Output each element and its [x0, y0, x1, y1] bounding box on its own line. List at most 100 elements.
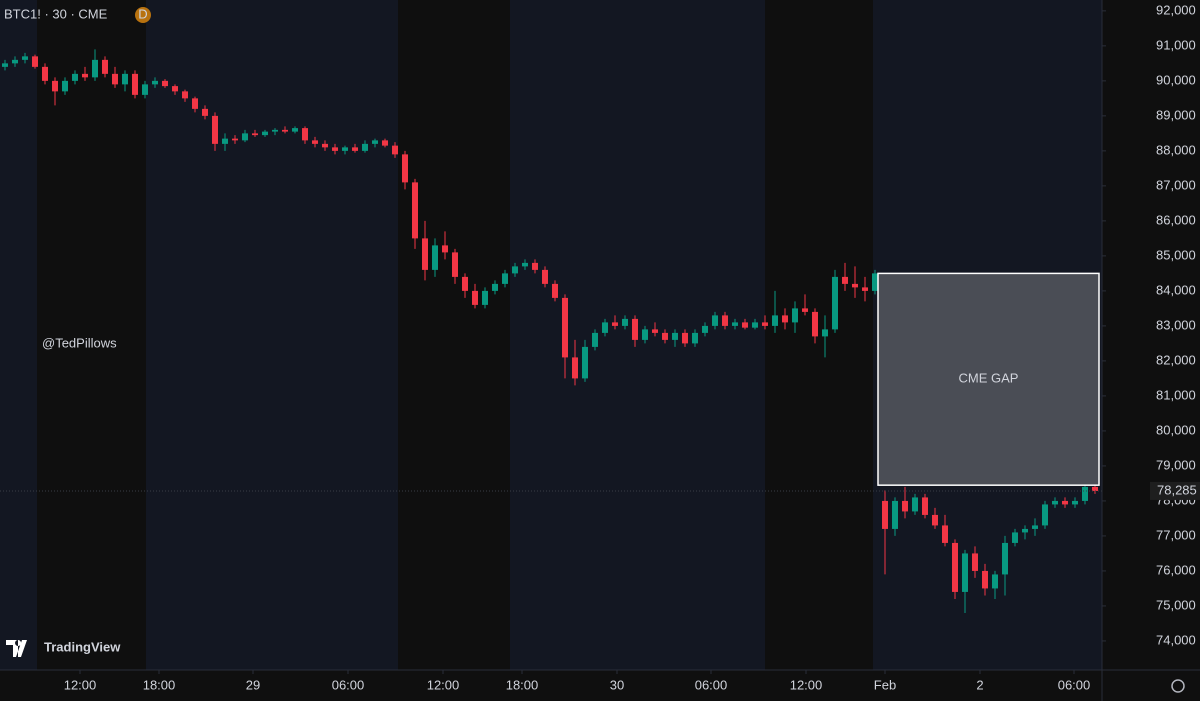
candle-body — [272, 129, 278, 132]
candle-body — [162, 80, 168, 87]
candle-body — [412, 182, 418, 239]
y-tick-label: 91,000 — [1156, 37, 1196, 52]
candle-body — [1002, 542, 1008, 575]
candle-body — [602, 322, 608, 333]
candle-body — [1052, 500, 1058, 505]
candle-body — [712, 315, 718, 326]
candle-body — [842, 276, 848, 284]
candle-body — [372, 140, 378, 144]
candle-body — [442, 245, 448, 253]
candle-body — [512, 266, 518, 274]
x-tick-label: 2 — [976, 677, 983, 692]
last-price-box — [1150, 481, 1200, 500]
candle-body — [772, 315, 778, 326]
session-band — [146, 0, 398, 670]
candle-body — [812, 311, 818, 337]
candle-body — [222, 138, 228, 144]
candle-body — [502, 273, 508, 284]
candle-body — [542, 269, 548, 284]
candle-body — [2, 63, 8, 67]
candle-body — [392, 145, 398, 155]
candle-body — [352, 147, 358, 151]
candle-body — [192, 98, 198, 109]
candle-body — [912, 497, 918, 512]
candle-body — [62, 80, 68, 92]
candle-body — [22, 56, 28, 60]
candle-body — [112, 73, 118, 85]
y-tick-label: 81,000 — [1156, 387, 1196, 402]
candle-body — [92, 59, 98, 78]
x-tick-label: 30 — [610, 677, 624, 692]
candle-body — [882, 500, 888, 529]
candle-body — [522, 262, 528, 267]
candle-body — [332, 147, 338, 151]
candle-body — [972, 553, 978, 571]
candle-body — [212, 115, 218, 144]
candle-body — [672, 332, 678, 340]
candle-body — [682, 332, 688, 344]
candle-body — [742, 322, 748, 328]
session-band — [0, 0, 37, 670]
y-tick-label: 77,000 — [1156, 527, 1196, 542]
candle-body — [252, 133, 258, 136]
candle-body — [1072, 500, 1078, 505]
y-tick-label: 80,000 — [1156, 422, 1196, 437]
candle-body — [482, 290, 488, 305]
logo: TradingView — [6, 639, 121, 657]
candle-body — [1032, 525, 1038, 529]
gap-box — [877, 272, 1100, 486]
candle-body — [582, 346, 588, 379]
candle-body — [662, 332, 668, 340]
candle-body — [1042, 504, 1048, 526]
badge — [135, 7, 151, 23]
watermark: @TedPillows — [42, 335, 117, 350]
candle-body — [852, 283, 858, 288]
candle-body — [342, 147, 348, 151]
candle-body — [532, 262, 538, 270]
candle-body — [992, 574, 998, 589]
y-tick-label: 82,000 — [1156, 352, 1196, 367]
candle-body — [572, 357, 578, 379]
candle-body — [722, 315, 728, 326]
candle-body — [492, 283, 498, 291]
candle-body — [182, 91, 188, 99]
candle-body — [122, 73, 128, 85]
candle-body — [642, 329, 648, 340]
candle-body — [782, 315, 788, 323]
x-tick-label: 29 — [246, 677, 260, 692]
logo-icon — [6, 640, 27, 657]
candle-body — [732, 322, 738, 326]
y-tick-label: 76,000 — [1156, 562, 1196, 577]
candle-body — [692, 332, 698, 344]
candle-body — [72, 73, 78, 81]
settings-icon[interactable] — [1171, 679, 1185, 693]
x-tick-label: 06:00 — [1058, 677, 1091, 692]
candle-body — [802, 308, 808, 312]
candle-body — [292, 128, 298, 132]
badge-text: D — [138, 6, 147, 21]
candle-body — [242, 133, 248, 141]
candle-body — [962, 553, 968, 592]
x-tick-label: 18:00 — [506, 677, 539, 692]
candle-body — [402, 154, 408, 183]
candle-body — [1062, 500, 1068, 505]
candle-body — [612, 322, 618, 326]
candle-body — [622, 318, 628, 326]
candle-body — [592, 332, 598, 347]
candle-body — [232, 138, 238, 141]
candle-body — [1092, 486, 1098, 491]
x-tick-label: 12:00 — [427, 677, 460, 692]
candle-body — [452, 252, 458, 277]
candle-body — [282, 129, 288, 132]
y-tick-label: 90,000 — [1156, 72, 1196, 87]
candle-body — [862, 287, 868, 291]
candle-body — [82, 73, 88, 78]
candle-body — [792, 308, 798, 323]
candle-body — [32, 56, 38, 67]
candle-body — [952, 542, 958, 592]
candle-body — [1082, 486, 1088, 501]
logo-text: TradingView — [44, 639, 121, 654]
y-tick-label: 85,000 — [1156, 247, 1196, 262]
gap-label: CME GAP — [959, 371, 1019, 386]
candle-body — [152, 80, 158, 85]
